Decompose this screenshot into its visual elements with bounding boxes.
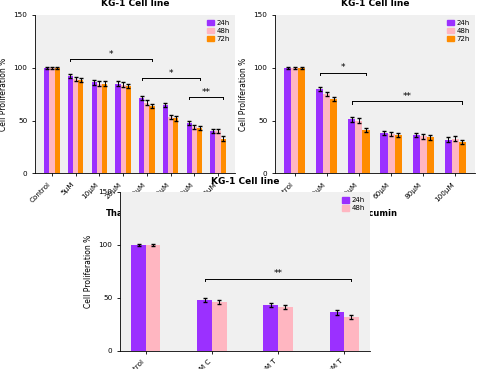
Bar [197,128,202,173]
Bar [452,138,459,173]
Bar [50,68,54,173]
Bar [44,68,50,173]
Bar [132,245,146,351]
Text: *: * [168,69,173,78]
Bar [210,131,216,173]
Bar [216,131,220,173]
Bar [212,302,226,351]
Bar [412,135,420,173]
Bar [168,117,173,173]
Legend: 24h, 48h, 72h: 24h, 48h, 72h [446,18,471,43]
Bar [220,138,226,173]
Title: KG-1 Cell line: KG-1 Cell line [341,0,409,8]
Bar [97,83,102,173]
Bar [73,79,78,173]
Bar [264,305,278,351]
Text: **: ** [274,269,282,278]
Text: *: * [109,50,114,59]
Bar [380,133,388,173]
Bar [102,83,107,173]
Text: *: * [340,63,345,72]
Y-axis label: Cell Proliferation %: Cell Proliferation % [239,58,248,131]
Bar [278,307,292,351]
Bar [192,127,197,173]
Bar [330,99,338,173]
Bar [362,130,370,173]
Bar [444,139,452,173]
Bar [150,106,154,173]
X-axis label: Curcumin: Curcumin [352,209,398,218]
Y-axis label: Cell Proliferation %: Cell Proliferation % [84,235,93,308]
Title: KG-1 Cell line: KG-1 Cell line [101,0,169,8]
Bar [316,89,324,173]
Bar [139,98,144,173]
Bar [420,137,426,173]
Bar [426,138,434,173]
Bar [291,68,298,173]
Bar [116,83,120,173]
Bar [78,80,84,173]
Text: **: ** [202,88,210,97]
Bar [330,313,344,351]
Bar [388,134,394,173]
Bar [198,300,212,351]
Bar [92,82,97,173]
Y-axis label: Cell Proliferation %: Cell Proliferation % [0,58,8,131]
Bar [54,68,60,173]
Bar [348,120,356,173]
Bar [173,118,178,173]
Bar [68,76,73,173]
Legend: 24h, 48h: 24h, 48h [340,195,366,213]
Bar [163,105,168,173]
X-axis label: Thalidomide: Thalidomide [106,209,164,218]
Bar [146,245,160,351]
Bar [324,94,330,173]
Bar [284,68,291,173]
Bar [144,103,150,173]
Title: KG-1 Cell line: KG-1 Cell line [211,176,279,186]
Bar [298,68,306,173]
Bar [186,123,192,173]
Legend: 24h, 48h, 72h: 24h, 48h, 72h [206,18,232,43]
Bar [459,142,466,173]
Text: **: ** [402,92,411,101]
Bar [356,121,362,173]
Bar [126,86,131,173]
Bar [344,317,358,351]
Bar [120,85,126,173]
Bar [394,135,402,173]
